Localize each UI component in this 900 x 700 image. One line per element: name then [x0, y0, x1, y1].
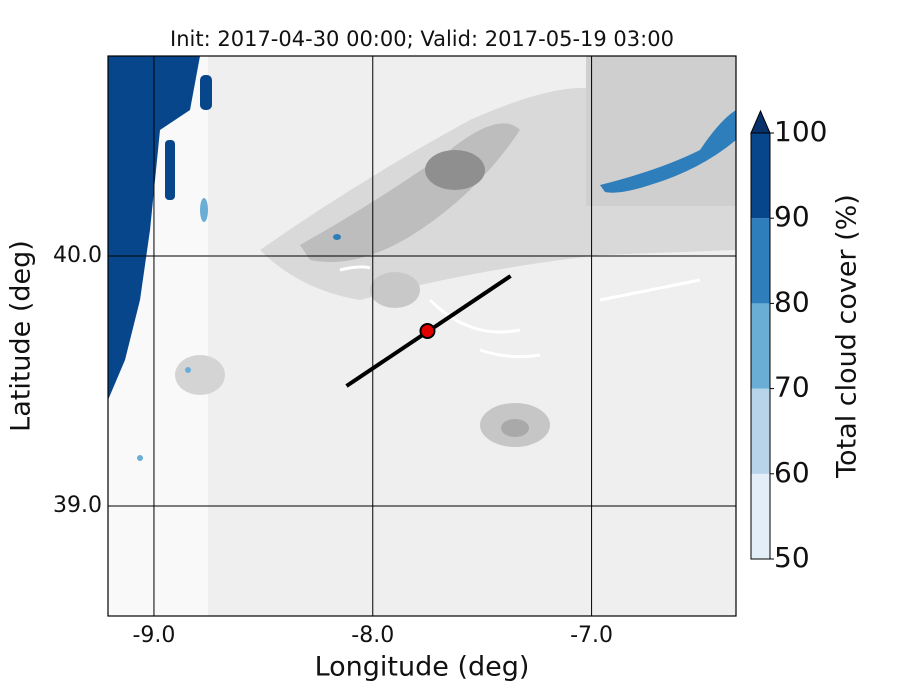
- colorbar-tick-label: 70: [774, 371, 810, 404]
- y-tick-label: 39.0: [53, 493, 102, 518]
- terrain-background: [108, 56, 736, 616]
- location-marker: [419, 323, 436, 339]
- x-tick-label: -7.0: [570, 623, 613, 648]
- colorbar-tick-label: 80: [774, 285, 810, 318]
- colorbar-frame: [750, 132, 771, 560]
- x-tick-label: -9.0: [132, 623, 175, 648]
- colorbar-tick-label: 100: [774, 115, 827, 148]
- colorbar-segment: [751, 133, 770, 219]
- x-axis-label: Longitude (deg): [315, 652, 530, 683]
- colorbar-segment: [751, 218, 770, 304]
- colorbar-segment: [751, 473, 770, 559]
- colorbar-tick-label: 90: [774, 200, 810, 233]
- chart-title: Init: 2017-04-30 00:00; Valid: 2017-05-1…: [170, 27, 674, 51]
- colorbar-tick-label: 50: [774, 541, 810, 574]
- colorbar-tick-label: 60: [774, 456, 810, 489]
- y-axis-label: Latitude (deg): [6, 240, 37, 432]
- x-tick-label: -8.0: [351, 623, 394, 648]
- colorbar-label: Total cloud cover (%): [832, 194, 863, 479]
- plot-frame: [107, 55, 737, 617]
- colorbar-extension: [750, 109, 771, 134]
- colorbar-segment: [751, 388, 770, 474]
- colorbar-segment: [751, 303, 770, 389]
- cloud-shading: [108, 56, 736, 461]
- y-tick-label: 40.0: [53, 243, 102, 268]
